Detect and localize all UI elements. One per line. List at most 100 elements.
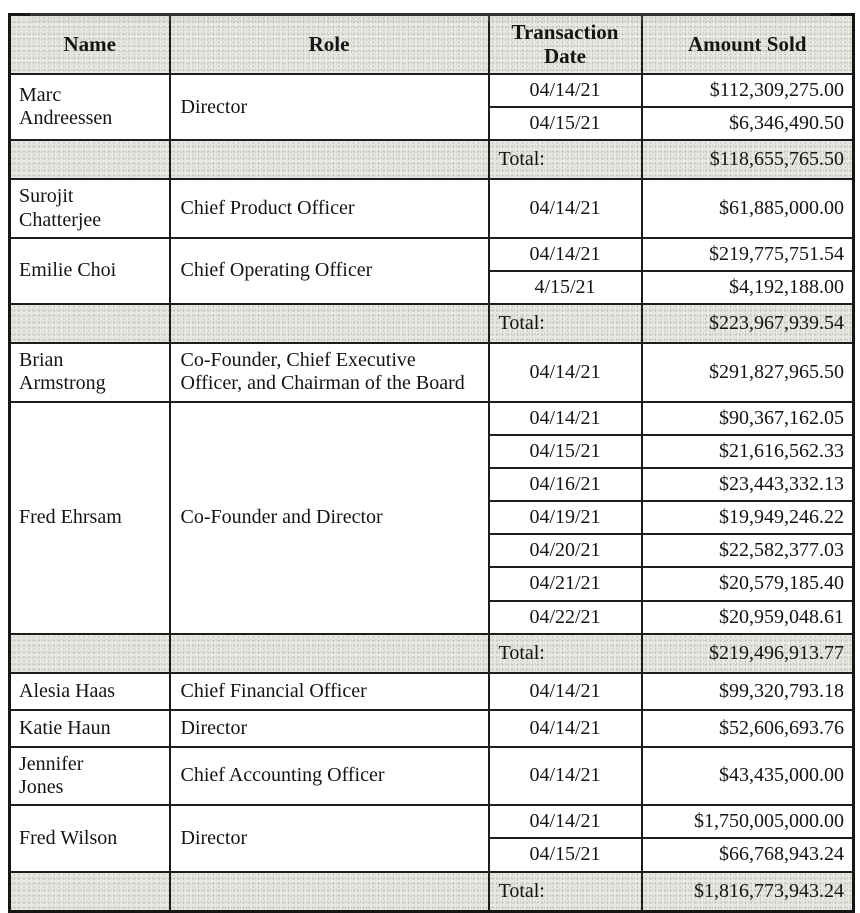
amount-sold-cell: $61,885,000.00 <box>640 178 855 239</box>
amount-sold-cell: $43,435,000.00 <box>640 745 855 807</box>
scan-artifact <box>30 13 830 22</box>
amount-sold-cell: $90,367,162.05 <box>640 400 855 436</box>
role-cell: Director <box>168 708 490 748</box>
total-label-cell: Total: <box>487 139 643 181</box>
transaction-date-cell: 04/14/21 <box>487 400 643 436</box>
transaction-date-cell: 04/14/21 <box>487 671 643 711</box>
transaction-row: 04/21/21 $20,579,185.40 <box>10 566 855 602</box>
col-header-role: Role <box>168 13 490 76</box>
amount-sold-cell: $66,768,943.24 <box>640 837 855 873</box>
role-cell: Chief Operating Officer <box>168 236 490 306</box>
name-cell: Surojit Chatterjee <box>8 178 171 239</box>
transaction-date-cell: 04/14/21 <box>487 804 643 840</box>
transaction-row: 04/16/21 $23,443,332.13 <box>10 467 855 503</box>
amount-sold-cell: $22,582,377.03 <box>640 533 855 569</box>
transaction-row: Brian Armstrong Co-Founder, Chief Executi… <box>8 342 855 403</box>
col-header-amount-sold: Amount Sold <box>640 13 855 76</box>
transaction-date-cell: 04/14/21 <box>487 73 643 109</box>
total-amount-cell: $1,816,773,943.24 <box>640 870 855 913</box>
transaction-row: Fred Ehrsam Co-Founder and Director 04/14/… <box>8 400 855 635</box>
total-amount-cell: $223,967,939.54 <box>640 303 855 345</box>
name-cell: Jennifer Jones <box>8 745 171 807</box>
total-row: Total: $118,655,765.50 <box>8 139 855 181</box>
name-cell: Fred Wilson <box>8 804 171 873</box>
transaction-row: Marc Andreessen Director 04/14/21 $112,309,… <box>8 73 855 142</box>
total-row: Total: $1,816,773,943.24 <box>8 870 855 913</box>
transaction-date-cell: 04/21/21 <box>487 566 643 602</box>
transaction-date-cell: 04/16/21 <box>487 467 643 503</box>
total-amount-cell: $219,496,913.77 <box>640 632 855 674</box>
name-cell: Alesia Haas <box>8 671 171 711</box>
amount-sold-cell: $21,616,562.33 <box>640 434 855 469</box>
total-label-cell: Total: <box>487 632 643 674</box>
amount-sold-cell: $19,949,246.22 <box>640 500 855 536</box>
transaction-date-cell: 04/22/21 <box>487 600 643 635</box>
total-row: Total: $223,967,939.54 <box>8 303 855 345</box>
transaction-row: 04/19/21 $19,949,246.22 <box>10 500 855 536</box>
total-empty-name-cell <box>8 632 171 674</box>
table-body: Marc Andreessen Director 04/14/21 $112,309,… <box>8 73 855 913</box>
role-cell: Chief Financial Officer <box>168 671 490 711</box>
transaction-date-cell: 04/15/21 <box>487 106 643 142</box>
role-cell: Co-Founder, Chief Executive Officer, and… <box>168 342 490 403</box>
role-cell: Chief Product Officer <box>168 178 490 239</box>
total-empty-role-cell <box>168 303 490 345</box>
transaction-date-cell: 04/20/21 <box>487 533 643 569</box>
total-row: Total: $219,496,913.77 <box>8 632 855 674</box>
transaction-row: 04/22/21 $20,959,048.61 <box>10 600 855 635</box>
transaction-date-cell: 04/15/21 <box>487 434 643 469</box>
transaction-date-cell: 04/19/21 <box>487 500 643 536</box>
insider-sales-table: Name Role Transaction Date Amount Sold M… <box>8 13 855 913</box>
amount-sold-cell: $4,192,188.00 <box>640 270 855 306</box>
transaction-date-cell: 04/14/21 <box>487 178 643 239</box>
total-amount-cell: $118,655,765.50 <box>640 139 855 181</box>
total-empty-role-cell <box>168 139 490 181</box>
role-cell: Chief Accounting Officer <box>168 745 490 807</box>
col-header-transaction-date: Transaction Date <box>487 13 643 76</box>
total-label-cell: Total: <box>487 870 643 913</box>
transaction-date-cell: 04/14/21 <box>487 745 643 807</box>
name-cell: Brian Armstrong <box>8 342 171 403</box>
transaction-row: 04/15/21 $21,616,562.33 <box>10 434 855 469</box>
transaction-row: Alesia Haas Chief Financial Officer 04/14/… <box>8 671 855 711</box>
transaction-date-cell: 04/14/21 <box>487 236 643 272</box>
transaction-date-cell: 04/14/21 <box>487 708 643 748</box>
total-empty-name-cell <box>8 139 171 181</box>
amount-sold-cell: $219,775,751.54 <box>640 236 855 272</box>
transaction-row: 04/15/21 $6,346,490.50 <box>10 106 855 142</box>
name-cell: Marc Andreessen <box>8 73 171 142</box>
amount-sold-cell: $23,443,332.13 <box>640 467 855 503</box>
transaction-date-cell: 04/14/21 <box>487 342 643 403</box>
name-cell: Katie Haun <box>8 708 171 748</box>
amount-sold-cell: $20,959,048.61 <box>640 600 855 635</box>
transaction-row: Emilie Choi Chief Operating Officer 04/14/… <box>8 236 855 306</box>
total-empty-role-cell <box>168 632 490 674</box>
col-header-name: Name <box>8 13 171 76</box>
header-row: Name Role Transaction Date Amount Sold <box>8 13 855 76</box>
total-empty-name-cell <box>8 303 171 345</box>
transaction-row: Surojit Chatterjee Chief Product Officer 0… <box>8 178 855 239</box>
total-empty-role-cell <box>168 870 490 913</box>
role-cell: Co-Founder and Director <box>168 400 490 635</box>
name-cell: Fred Ehrsam <box>8 400 171 635</box>
amount-sold-cell: $1,750,005,000.00 <box>640 804 855 840</box>
amount-sold-cell: $112,309,275.00 <box>640 73 855 109</box>
name-cell: Emilie Choi <box>8 236 171 306</box>
transaction-row: Katie Haun Director 04/14/21 $52,606,693.76 <box>8 708 855 748</box>
amount-sold-cell: $99,320,793.18 <box>640 671 855 711</box>
table-header: Name Role Transaction Date Amount Sold <box>8 13 855 76</box>
role-cell: Director <box>168 804 490 873</box>
transaction-date-cell: 4/15/21 <box>487 270 643 306</box>
total-empty-name-cell <box>8 870 171 913</box>
role-cell: Director <box>168 73 490 142</box>
transaction-row: 4/15/21 $4,192,188.00 <box>10 270 855 306</box>
transaction-date-cell: 04/15/21 <box>487 837 643 873</box>
amount-sold-cell: $6,346,490.50 <box>640 106 855 142</box>
amount-sold-cell: $291,827,965.50 <box>640 342 855 403</box>
amount-sold-cell: $20,579,185.40 <box>640 566 855 602</box>
total-label-cell: Total: <box>487 303 643 345</box>
amount-sold-cell: $52,606,693.76 <box>640 708 855 748</box>
transaction-row: 04/20/21 $22,582,377.03 <box>10 533 855 569</box>
transaction-row: Fred Wilson Director 04/14/21 $1,750,005,00… <box>8 804 855 873</box>
transaction-row: Jennifer Jones Chief Accounting Officer 04… <box>8 745 855 807</box>
